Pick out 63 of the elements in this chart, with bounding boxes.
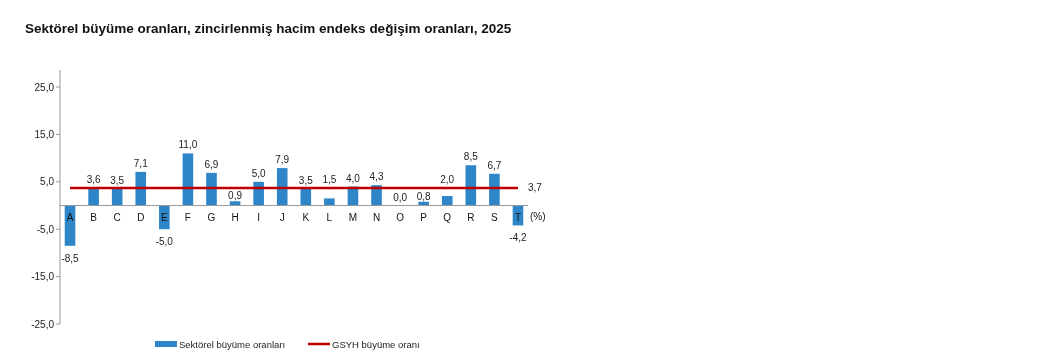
data-label: 0,8	[416, 190, 432, 202]
data-label: 4,0	[345, 172, 361, 184]
data-label: 7,9	[275, 154, 290, 166]
legend-label: Sektörel büyüme oranları	[179, 338, 286, 350]
data-label: 6,7	[487, 159, 502, 171]
bar	[111, 188, 123, 206]
data-label: 0,9	[228, 190, 243, 202]
data-label: -4,2	[509, 232, 528, 244]
x-tick-label: N	[372, 211, 381, 223]
x-tick-label: O	[396, 211, 405, 223]
y-tick-label: -15,0	[31, 271, 55, 283]
x-tick-label: L	[326, 211, 333, 223]
bar	[253, 181, 264, 206]
data-label: 5,0	[251, 167, 267, 179]
bar	[182, 153, 194, 206]
text: (%)	[530, 210, 546, 222]
y-tick-label: 5,0	[40, 176, 55, 188]
x-tick-label: T	[514, 211, 522, 223]
bar	[276, 168, 288, 206]
x-tick-label: F	[184, 211, 191, 223]
x-tick-label: S	[491, 211, 499, 223]
x-tick-label: J	[279, 211, 285, 223]
data-label: 1,5	[322, 174, 337, 185]
bar	[135, 171, 147, 206]
x-tick-label: R	[467, 211, 475, 223]
bar	[88, 188, 99, 206]
x-tick-label: C	[113, 211, 121, 223]
legend-label: GSYH büyüme oranı	[332, 338, 420, 350]
bar	[300, 188, 312, 206]
x-tick-label: B	[90, 211, 98, 223]
x-tick-label: P	[420, 211, 428, 223]
x-tick-label: H	[231, 211, 239, 223]
data-label: 4,3	[369, 171, 384, 183]
data-label: 11,0	[178, 139, 198, 151]
data-label: 3,7	[527, 182, 543, 193]
data-label: 7,1	[133, 157, 149, 169]
data-label: 3,5	[298, 174, 314, 186]
y-tick-label: 25,0	[34, 81, 55, 93]
x-tick-label: K	[302, 211, 310, 223]
x-tick-label: G	[207, 211, 216, 223]
bar	[371, 185, 382, 206]
x-tick-label: E	[160, 211, 168, 223]
data-label: -5,0	[155, 236, 174, 248]
y-tick-label: -25,0	[31, 318, 55, 330]
bar	[441, 196, 453, 206]
data-label: 0,0	[393, 191, 408, 203]
y-tick-label: 15,0	[34, 128, 55, 140]
x-tick-label: A	[66, 211, 74, 223]
x-tick-label: M	[348, 211, 358, 223]
y-tick-label: -5,0	[36, 223, 55, 235]
x-tick-label: D	[137, 211, 145, 223]
data-label: 3,6	[86, 174, 101, 186]
x-tick-label: I	[257, 211, 261, 223]
chart-title: Sektörel büyüme oranları, zincirlenmiş hacim endeks değişim oranları, 2025	[25, 21, 512, 36]
data-label: 6,9	[204, 158, 219, 170]
data-label: -8,5	[61, 252, 80, 264]
x-tick-label: Q	[443, 211, 452, 223]
data-label: 3,5	[110, 174, 125, 186]
bar	[206, 172, 217, 206]
data-label: 8,5	[463, 151, 479, 163]
data-label: 2,0	[440, 174, 455, 185]
bar	[489, 173, 500, 206]
bar	[324, 198, 335, 206]
